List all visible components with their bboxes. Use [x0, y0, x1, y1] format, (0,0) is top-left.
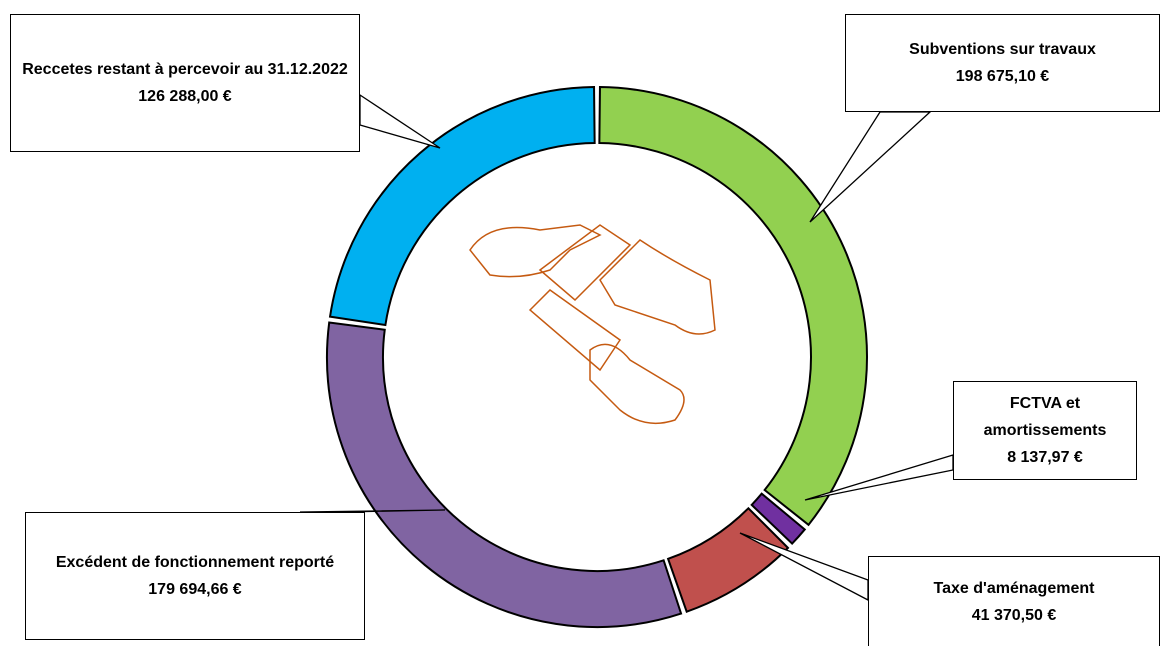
- donut-segment: [327, 323, 681, 627]
- donut: [327, 87, 867, 627]
- value-label: 198 675,10 €: [956, 63, 1049, 90]
- callout-label: Reccetes restant à percevoir au 31.12.20…: [10, 14, 360, 152]
- donut-segment: [599, 87, 867, 525]
- value-label: 179 694,66 €: [148, 576, 241, 603]
- value-label: 41 370,50 €: [972, 602, 1057, 629]
- value-label: 8 137,97 €: [1007, 444, 1083, 471]
- category-label: Taxe d'aménagement: [934, 575, 1095, 602]
- category-label: FCTVA et amortissements: [962, 390, 1128, 444]
- callout-pointer: [360, 95, 440, 148]
- callout-pointer: [810, 112, 930, 222]
- category-label: Reccetes restant à percevoir au 31.12.20…: [22, 56, 348, 83]
- category-label: Subventions sur travaux: [909, 36, 1096, 63]
- category-label: Excédent de fonctionnement reporté: [56, 549, 334, 576]
- value-label: 126 288,00 €: [138, 83, 231, 110]
- money-hands-icon: [470, 225, 715, 423]
- page: Subventions sur travaux198 675,10 € FCTVA…: [0, 0, 1168, 646]
